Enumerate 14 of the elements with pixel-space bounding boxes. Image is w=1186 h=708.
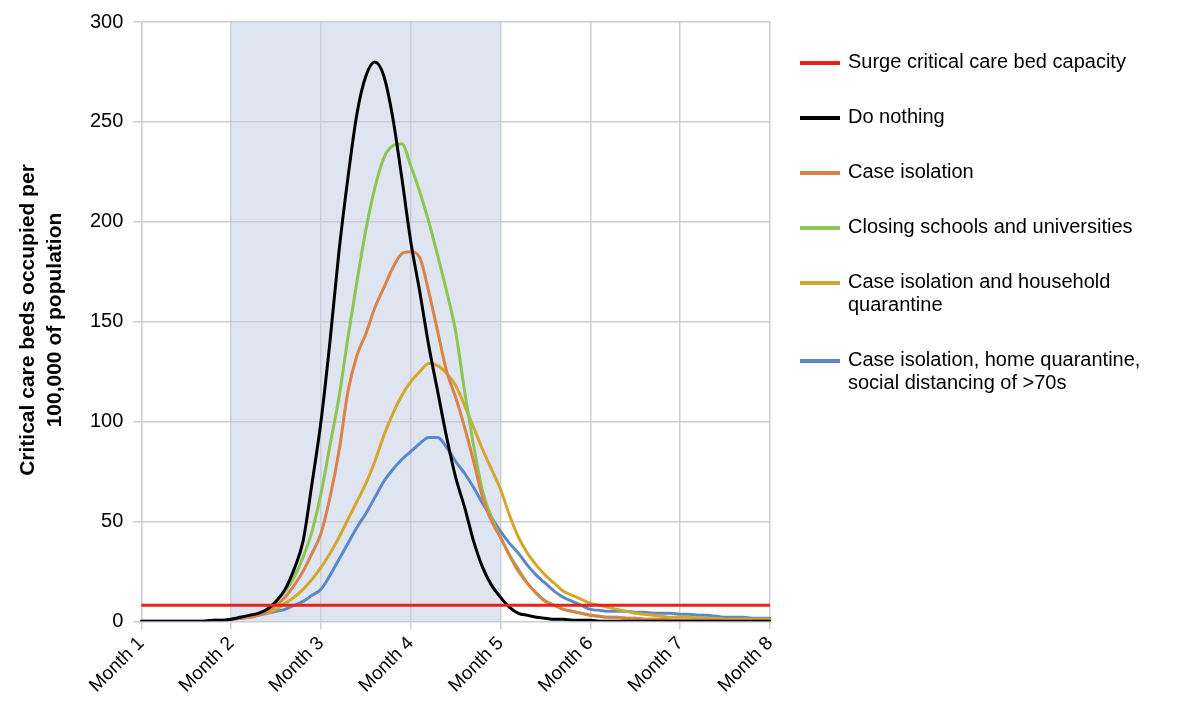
y-tick-label: 300 bbox=[89, 9, 124, 32]
y-axis-title: Critical care beds occupied per 100,000 of population bbox=[14, 163, 66, 478]
y-tick-label: 50 bbox=[101, 508, 124, 531]
y-tick-label: 200 bbox=[89, 209, 124, 232]
y-tick-label: 250 bbox=[89, 109, 124, 132]
y-tick-label: 100 bbox=[89, 409, 124, 432]
legend-label: Case isolation, home quarantine, social distancing of >70s bbox=[848, 348, 1142, 394]
legend-label: Closing schools and universities bbox=[848, 215, 1133, 238]
y-tick-label: 150 bbox=[89, 309, 124, 332]
y-tick-label: 0 bbox=[112, 608, 124, 631]
legend-label: Do nothing bbox=[848, 105, 945, 128]
legend-label: Case isolation bbox=[848, 160, 974, 183]
legend-label: Surge critical care bed capacity bbox=[848, 50, 1126, 73]
legend-label: Case isolation and household quarantine bbox=[848, 270, 1112, 316]
